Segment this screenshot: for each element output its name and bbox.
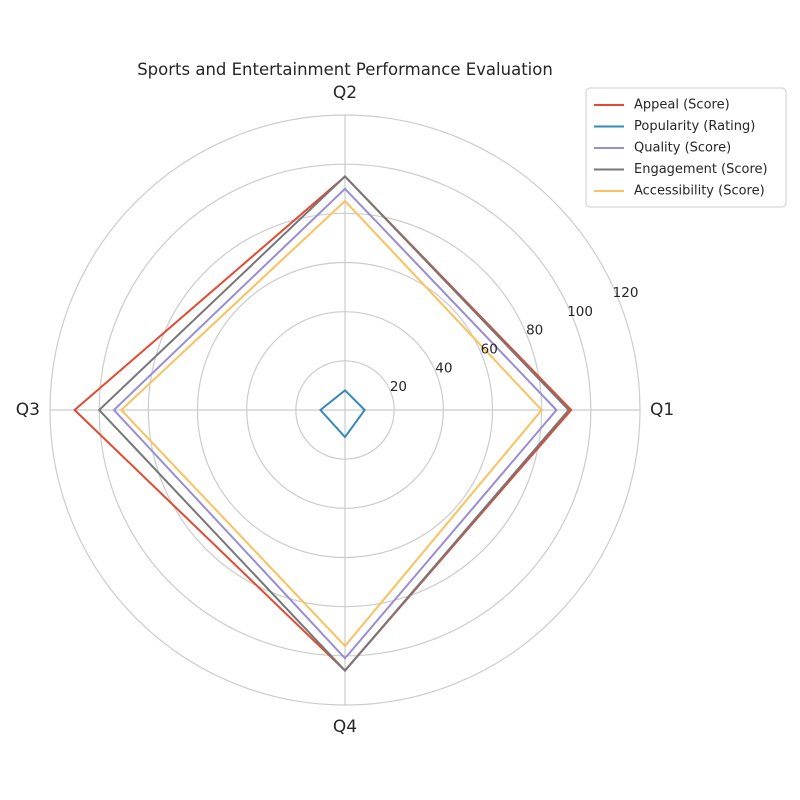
legend-label-1: Popularity (Rating) [634, 119, 755, 134]
legend-label-3: Engagement (Score) [634, 162, 768, 177]
category-label-q3: Q3 [16, 400, 40, 420]
r-tick-label-20: 20 [390, 379, 407, 395]
category-label-q1: Q1 [650, 400, 674, 420]
series-lines [73, 175, 573, 673]
r-tick-label-60: 60 [481, 342, 498, 358]
r-tick-label-80: 80 [526, 323, 543, 339]
r-tick-label-120: 120 [613, 285, 639, 301]
series-line-2 [112, 187, 558, 660]
category-label-q2: Q2 [333, 83, 357, 103]
legend-frame [585, 87, 787, 208]
legend-label-0: Appeal (Score) [634, 98, 730, 113]
legend-label-4: Accessibility (Score) [634, 184, 765, 199]
series-line-1 [318, 388, 366, 439]
category-label-q4: Q4 [333, 717, 357, 737]
legend-label-2: Quality (Score) [634, 141, 731, 156]
series-line-4 [119, 199, 544, 648]
r-tick-label-40: 40 [435, 360, 452, 376]
legend: Appeal (Score) Popularity (Rating) Quality… [585, 87, 787, 208]
axis-labels: Q1 Q2 Q3 Q4 20 40 60 80 100 120 [16, 83, 674, 737]
r-tick-label-100: 100 [567, 304, 593, 320]
chart-title: Sports and Entertainment Performance Eva… [137, 60, 553, 79]
series-line-3 [97, 175, 571, 673]
